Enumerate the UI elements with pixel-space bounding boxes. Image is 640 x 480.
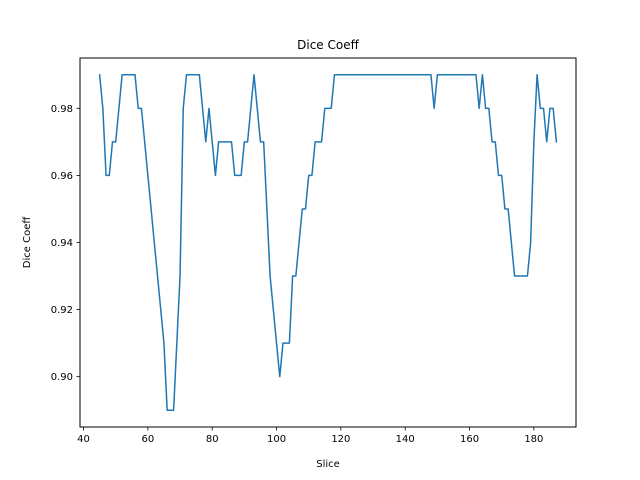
x-tick-label: 180 [524,434,543,445]
y-tick-label: 0.98 [51,104,73,115]
y-tick-label: 0.92 [51,305,73,316]
y-tick-label: 0.96 [51,171,73,182]
x-axis-label: Slice [316,459,340,470]
x-tick-label: 80 [206,434,219,445]
dice-coeff-line [98,73,558,411]
x-tick-label: 140 [396,434,415,445]
x-axis-ticks: 40 60 80 100 120 140 160 180 [77,427,543,445]
chart-title: Dice Coeff [297,38,359,52]
axes-frame [79,57,577,428]
plot-area [80,58,576,427]
x-tick-label: 100 [267,434,286,445]
x-tick-label: 40 [77,434,90,445]
y-tick-label: 0.94 [51,238,73,249]
y-axis-ticks: 0.90 0.92 0.94 0.96 0.98 [51,104,80,383]
y-tick-label: 0.90 [51,372,73,383]
x-tick-label: 160 [460,434,479,445]
y-axis-label: Dice Coeff [22,216,33,269]
x-tick-label: 120 [331,434,350,445]
series-layer [98,73,558,411]
x-tick-label: 60 [142,434,155,445]
